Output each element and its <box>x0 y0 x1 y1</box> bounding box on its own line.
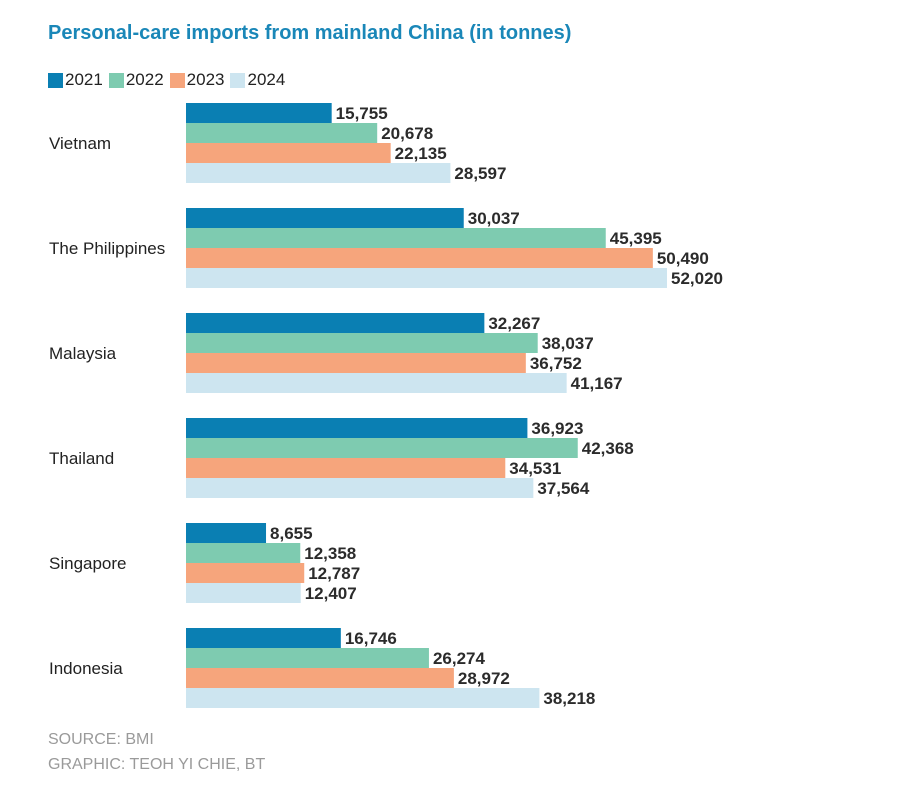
bar-indonesia-2022 <box>186 648 429 668</box>
legend-label-2021: 2021 <box>65 70 103 89</box>
data-label-the-philippines-2022: 45,395 <box>610 229 662 248</box>
legend-swatch-2023 <box>169 72 185 88</box>
data-label-the-philippines-2024: 52,020 <box>671 269 723 288</box>
bar-indonesia-2023 <box>186 668 454 688</box>
bar-vietnam-2023 <box>186 143 391 163</box>
bar-singapore-2022 <box>186 543 301 563</box>
data-label-indonesia-2021: 16,746 <box>345 629 397 648</box>
bar-vietnam-2024 <box>186 163 451 183</box>
chart-title: Personal-care imports from mainland Chin… <box>48 22 572 44</box>
legend-item-2021: 2021 <box>48 70 103 90</box>
bar-thailand-2023 <box>186 458 506 478</box>
bar-thailand-2021 <box>186 418 528 438</box>
bar-vietnam-2021 <box>186 103 332 123</box>
category-label-vietnam: Vietnam <box>49 134 111 153</box>
bar-the-philippines-2023 <box>186 248 653 268</box>
legend-swatch-2022 <box>108 72 124 88</box>
data-label-singapore-2024: 12,407 <box>305 584 357 603</box>
data-label-indonesia-2022: 26,274 <box>433 649 486 668</box>
category-label-malaysia: Malaysia <box>49 344 117 363</box>
category-label-singapore: Singapore <box>49 554 127 573</box>
data-label-thailand-2022: 42,368 <box>582 439 634 458</box>
legend-item-2023: 2023 <box>169 70 225 90</box>
data-label-vietnam-2023: 22,135 <box>395 144 447 163</box>
legend-swatch-2021 <box>48 72 63 88</box>
data-label-vietnam-2022: 20,678 <box>381 124 433 143</box>
category-label-the-philippines: The Philippines <box>49 239 165 258</box>
bar-malaysia-2024 <box>186 373 567 393</box>
legend-label-2024: 2024 <box>247 70 286 89</box>
category-label-indonesia: Indonesia <box>49 659 123 678</box>
bar-malaysia-2023 <box>186 353 526 373</box>
bar-malaysia-2022 <box>186 333 538 353</box>
data-label-indonesia-2024: 38,218 <box>543 689 595 708</box>
data-label-thailand-2021: 36,923 <box>531 419 583 438</box>
bar-thailand-2022 <box>186 438 578 458</box>
bar-the-philippines-2021 <box>186 208 464 228</box>
data-label-malaysia-2023: 36,752 <box>530 354 582 373</box>
legend-item-2024: 2024 <box>230 70 285 90</box>
data-label-vietnam-2021: 15,755 <box>336 104 388 123</box>
data-label-malaysia-2021: 32,267 <box>488 314 540 333</box>
legend-swatch-2024 <box>230 72 246 88</box>
bar-singapore-2023 <box>186 563 305 583</box>
data-label-indonesia-2023: 28,972 <box>458 669 510 688</box>
data-label-the-philippines-2023: 50,490 <box>657 249 709 268</box>
data-label-malaysia-2022: 38,037 <box>542 334 594 353</box>
data-label-singapore-2023: 12,787 <box>308 564 360 583</box>
bar-the-philippines-2024 <box>186 268 667 288</box>
source-note: SOURCE: BMI <box>48 731 154 748</box>
data-label-thailand-2023: 34,531 <box>509 459 561 478</box>
bar-singapore-2021 <box>186 523 267 543</box>
bar-thailand-2024 <box>186 478 534 498</box>
data-label-singapore-2022: 12,358 <box>304 544 356 563</box>
bar-vietnam-2022 <box>186 123 378 143</box>
bar-singapore-2024 <box>186 583 301 603</box>
legend-label-2022: 2022 <box>125 70 164 89</box>
graphic-credit: GRAPHIC: TEOH YI CHIE, BT <box>48 756 266 773</box>
data-label-the-philippines-2021: 30,037 <box>468 209 520 228</box>
legend-label-2023: 2023 <box>186 70 225 89</box>
bar-malaysia-2021 <box>186 313 485 333</box>
bar-the-philippines-2022 <box>186 228 606 248</box>
data-label-malaysia-2024: 41,167 <box>571 374 623 393</box>
bar-indonesia-2024 <box>186 688 540 708</box>
data-label-vietnam-2024: 28,597 <box>454 164 506 183</box>
legend: 2021 2022 2023 2024 <box>48 70 291 90</box>
category-label-thailand: Thailand <box>49 449 114 468</box>
data-label-singapore-2021: 8,655 <box>270 524 313 543</box>
bar-indonesia-2021 <box>186 628 341 648</box>
legend-item-2022: 2022 <box>108 70 164 90</box>
data-label-thailand-2024: 37,564 <box>537 479 590 498</box>
